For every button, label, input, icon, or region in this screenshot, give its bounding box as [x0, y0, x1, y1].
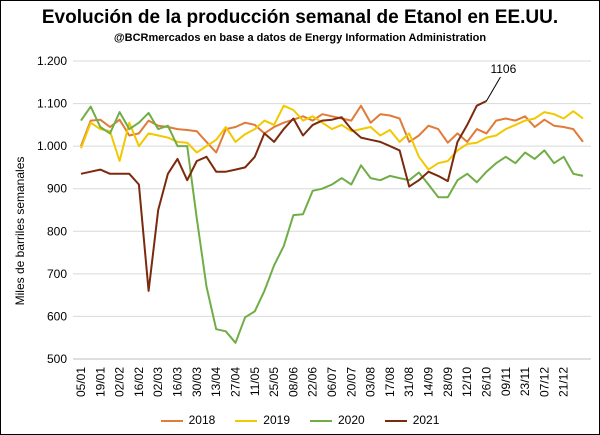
chart-title: Evolución de la producción semanal de Et… — [41, 7, 559, 28]
x-tick-label: 12/10 — [460, 367, 474, 397]
x-tick-label: 31/08 — [402, 367, 416, 397]
grid — [73, 60, 591, 360]
y-tick-label: 1.100 — [37, 97, 67, 111]
legend-item-2018: 2018 — [160, 413, 216, 427]
tick-labels: 500 600 700 800 900 1.000 1.100 1.200 05/01 19/01… — [37, 54, 571, 397]
chart-legend: 2018 2019 2020 2021 — [1, 413, 599, 427]
y-tick-label: 900 — [47, 182, 67, 196]
chart-subtitle: @BCRmercados en base a datos de Energy I… — [113, 32, 487, 44]
x-tick-label: 11/05 — [248, 367, 262, 396]
x-tick-label: 30/03 — [190, 367, 204, 397]
x-tick-label: 16/03 — [171, 367, 185, 397]
legend-item-2019: 2019 — [235, 413, 290, 427]
legend-label: 2018 — [188, 413, 216, 427]
legend-swatch — [235, 419, 258, 422]
x-tick-label: 27/04 — [228, 367, 242, 397]
x-tick-label: 06/07 — [325, 367, 339, 397]
x-tick-label: 23/11 — [518, 367, 532, 396]
x-tick-label: 26/10 — [479, 367, 493, 397]
x-tick-label: 28/09 — [441, 367, 455, 397]
x-tick-label: 03/08 — [364, 367, 378, 397]
legend-item-2020: 2020 — [310, 413, 365, 427]
y-tick-label: 700 — [47, 267, 67, 281]
y-tick-label: 500 — [47, 352, 67, 366]
legend-swatch — [384, 419, 407, 422]
legend-label: 2020 — [338, 413, 365, 427]
series-line-2019 — [80, 104, 584, 171]
x-tick-label: 02/02 — [113, 367, 127, 397]
legend-label: 2021 — [412, 413, 440, 427]
x-tick-label: 08/06 — [286, 367, 300, 397]
x-tick-label: 22/06 — [306, 367, 320, 397]
y-tick-label: 800 — [47, 224, 67, 238]
series-line-2020 — [80, 105, 584, 344]
x-tick-label: 17/08 — [383, 367, 397, 397]
x-tick-label: 02/03 — [151, 367, 165, 397]
y-axis-label: Miles de barriles semanales — [13, 157, 27, 306]
legend-swatch — [310, 419, 332, 422]
y-tick-label: 1.000 — [37, 139, 67, 153]
x-tick-label: 07/12 — [537, 367, 551, 397]
x-tick-label: 19/01 — [93, 367, 107, 397]
legend-label: 2019 — [263, 413, 290, 427]
x-tick-label: 09/11 — [499, 367, 513, 396]
series-lines — [80, 100, 584, 344]
x-tick-label: 21/12 — [557, 367, 571, 397]
y-tick-label: 1.200 — [37, 54, 67, 68]
series-line-2021 — [80, 100, 487, 292]
legend-swatch — [160, 419, 183, 422]
x-tick-label: 05/01 — [74, 367, 88, 397]
x-tick-label: 14/09 — [422, 367, 436, 397]
x-tick-label: 13/04 — [209, 367, 223, 397]
y-tick-label: 600 — [47, 309, 67, 323]
legend-item-2021: 2021 — [384, 413, 440, 427]
x-tick-label: 20/07 — [344, 367, 358, 397]
annotation-label: 1106 — [490, 62, 516, 76]
x-tick-label: 25/05 — [267, 367, 281, 397]
annotation-leader — [486, 76, 501, 102]
x-tick-label: 16/02 — [132, 367, 146, 397]
